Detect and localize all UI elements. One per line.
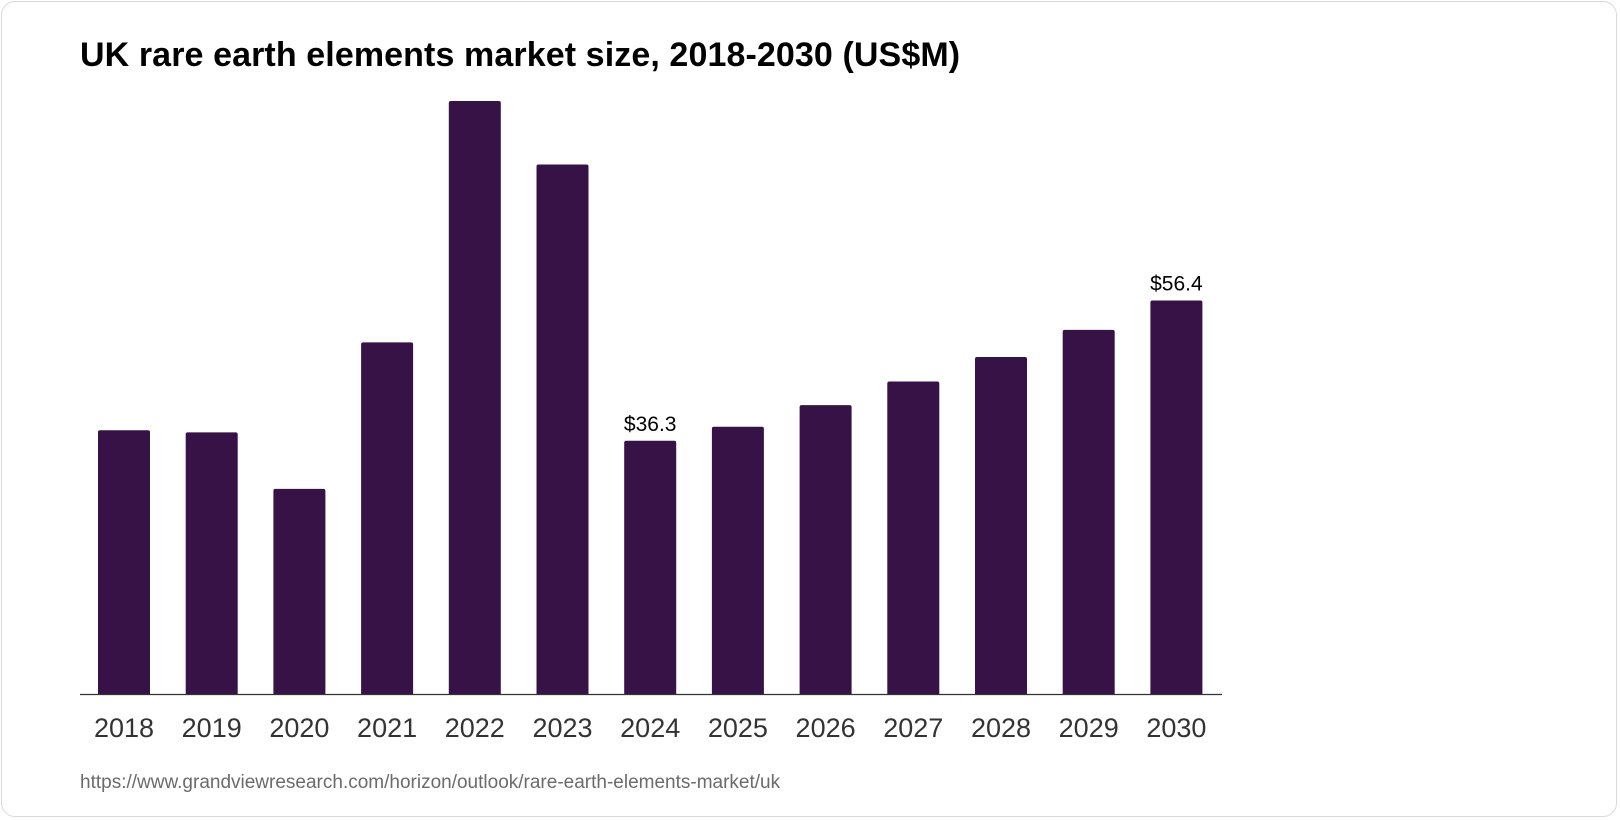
bar-2019	[185, 432, 238, 694]
chart-title: UK rare earth elements market size, 2018…	[80, 36, 961, 74]
data-label-2024: $36.3	[624, 413, 677, 436]
bar-2021	[361, 342, 414, 694]
bar-2029	[1062, 329, 1115, 694]
bar-2024	[624, 440, 677, 694]
x-tick-label-2028: 2028	[971, 713, 1031, 743]
bar-2027	[887, 381, 940, 694]
bars-group	[98, 101, 1203, 694]
x-tick-label-2020: 2020	[269, 713, 329, 743]
data-label-2030: $56.4	[1150, 273, 1203, 296]
x-tick-label-2022: 2022	[445, 713, 505, 743]
bar-2028	[975, 357, 1027, 694]
x-tick-label-2027: 2027	[883, 713, 943, 743]
x-tick-labels: 2018 2019 2020 2021 2022 2023 2024 2025 2026 2027…	[94, 713, 1206, 743]
x-tick-label-2026: 2026	[796, 713, 856, 743]
x-tick-label-2030: 2030	[1146, 713, 1206, 743]
bar-2023	[536, 164, 589, 694]
bar-2030	[1150, 300, 1203, 694]
bar-2026	[799, 405, 852, 694]
x-tick-label-2018: 2018	[94, 713, 154, 743]
x-tick-label-2023: 2023	[532, 713, 592, 743]
bar-2020	[273, 488, 326, 694]
x-tick-label-2019: 2019	[182, 713, 242, 743]
source-url[interactable]: https://www.grandviewresearch.com/horizo…	[80, 772, 781, 793]
bar-2022	[448, 101, 501, 694]
x-tick-label-2029: 2029	[1059, 713, 1119, 743]
x-tick-label-2024: 2024	[620, 713, 680, 743]
bar-2018	[98, 430, 150, 694]
x-tick-label-2021: 2021	[357, 713, 417, 743]
x-tick-label-2025: 2025	[708, 713, 768, 743]
data-labels: $36.3 $56.4	[624, 273, 1203, 436]
bar-2025	[711, 426, 764, 694]
